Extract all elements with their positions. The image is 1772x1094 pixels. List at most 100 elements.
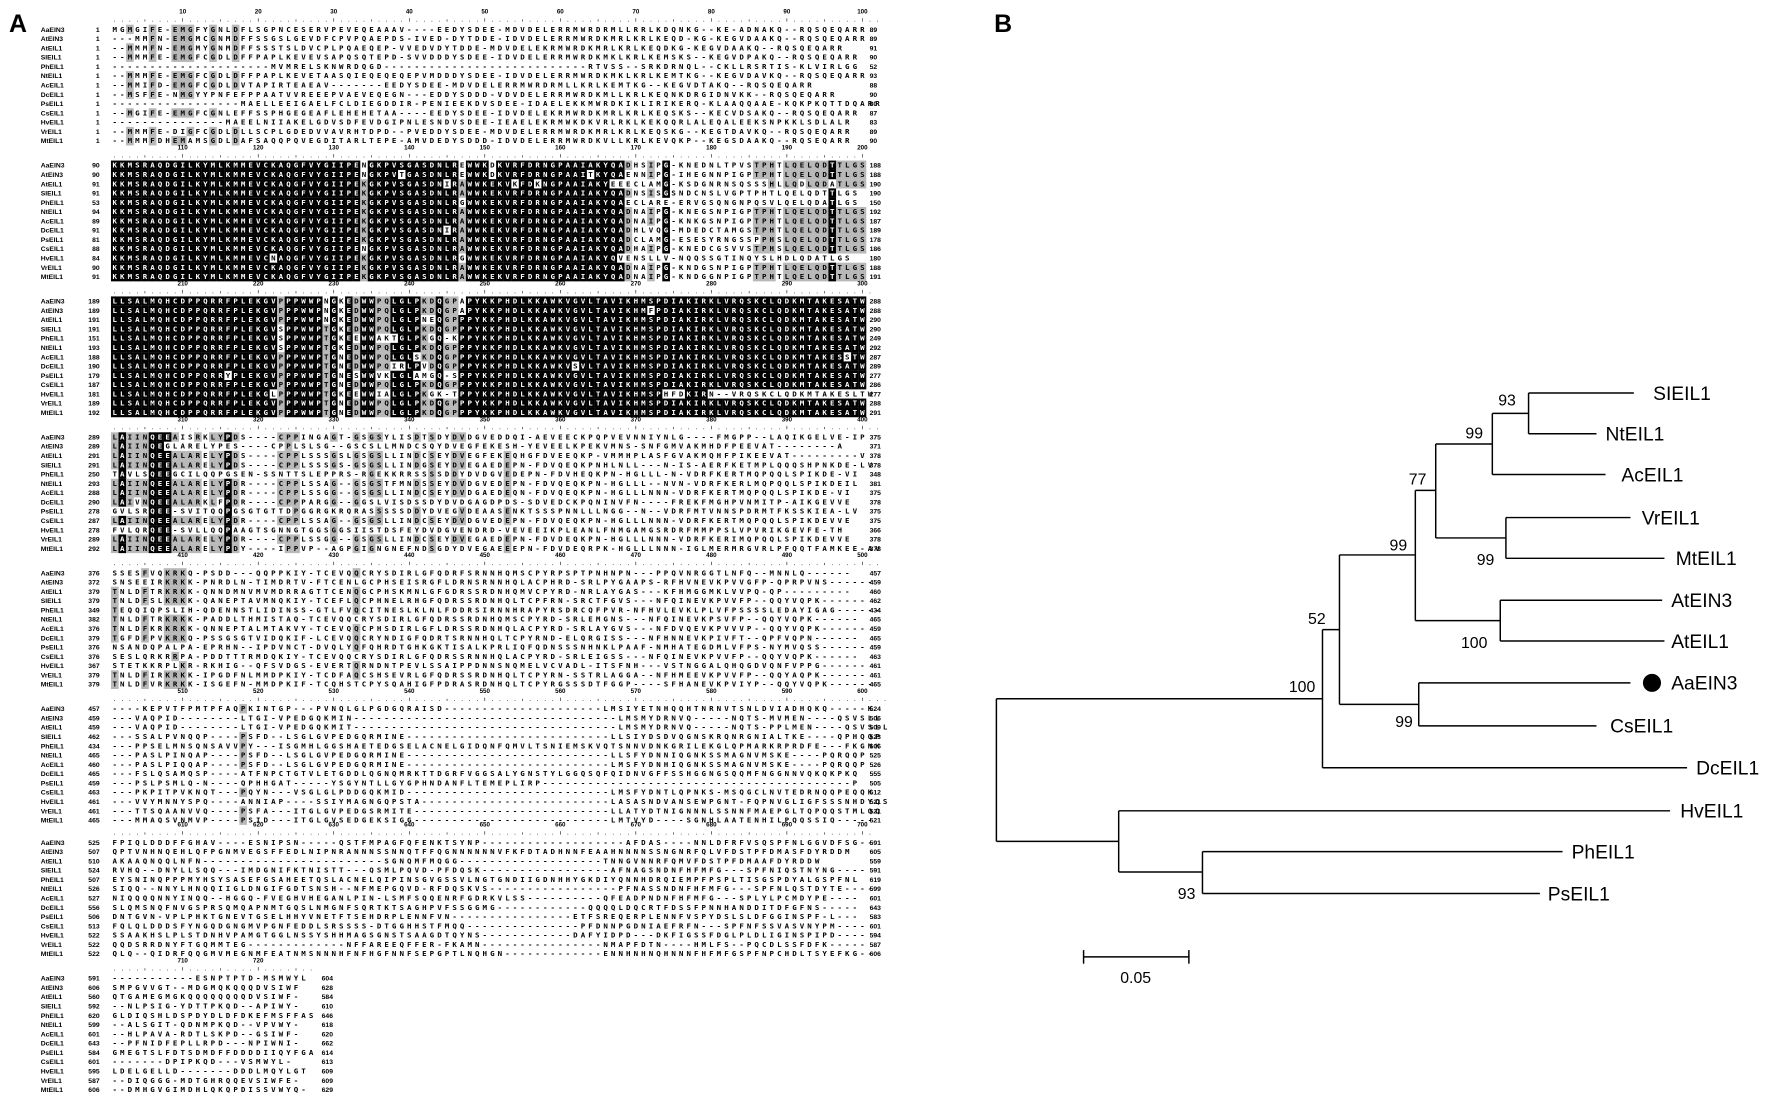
start-position: 620 [88,1013,100,1020]
sequence-name: PhEIL1 [41,607,64,614]
conserved-shade [186,52,195,62]
conserved-shade [133,179,142,189]
conserved-shade [186,169,195,180]
conserved-shade [564,179,572,189]
conserved-shade [465,169,474,180]
end-position: 150 [870,200,882,207]
conserved-shade [224,179,232,189]
conserved-shade [307,197,315,208]
conserved-shade [835,169,844,180]
conserved-shade [262,188,270,198]
conserved-shade [307,160,315,170]
conserved-shade [458,206,467,217]
start-position: 287 [88,518,100,525]
conserved-shade [110,179,119,189]
conserved-shade [148,52,157,62]
sequence-name: MtEIL1 [41,682,63,689]
conserved-shade [126,188,134,198]
conserved-shade [329,197,338,208]
start-position: 1 [96,27,100,34]
conserved-shade [201,188,210,198]
conserved-shade [367,169,376,180]
conserved-shade [609,197,618,208]
conserved-shade [277,197,285,208]
conserved-shade [526,188,535,198]
conserved-shade [186,216,195,226]
conserved-shade [556,197,565,208]
conserved-shade [329,160,338,170]
conserved-shade [262,206,270,217]
conserved-shade [284,206,293,217]
conserved-shade [601,188,610,198]
end-position: 609 [322,1078,334,1085]
conserved-shade [284,188,293,198]
conserved-shade [828,160,837,170]
conserved-shade [541,197,550,208]
panel-label: A [9,10,27,38]
ruler-label: 180 [706,145,717,152]
conserved-shade [579,160,587,170]
conserved-shade [397,160,406,170]
conserved-shade [571,160,580,170]
leaf-label: VrEIL1 [1642,508,1700,529]
conserved-shade [141,169,149,180]
ruler-label: 530 [329,688,340,695]
sequence-name: AaEIN3 [41,976,65,983]
conserved-shade [805,169,814,180]
end-position: 188 [870,163,882,170]
conserved-shade [231,33,240,44]
conserved-shade [609,206,618,217]
conserved-shade [224,188,232,198]
conserved-shade [148,136,157,146]
conserved-shade [201,216,210,226]
sequence-name: MtEIL1 [41,410,63,417]
conserved-shade [428,160,436,170]
sequence-name: PhEIL1 [41,743,64,750]
conserved-shade [133,160,142,170]
end-position: 459 [870,645,882,652]
end-position: 378 [870,499,882,506]
conserved-shade [579,197,587,208]
sequence-name: VrEIL1 [41,129,62,136]
conserved-shade [194,206,202,217]
conserved-shade [118,216,127,226]
sequence-name: AcEIL1 [41,626,64,633]
start-position: 372 [88,580,100,587]
conserved-shade [609,160,618,170]
conserved-shade [126,126,134,137]
sequence-name: AtEIN3 [41,849,63,856]
leaf-label: AtEIN3 [1671,591,1732,612]
end-position: 461 [870,672,882,679]
sequence-name: NtEIL1 [41,209,63,216]
end-position: 599 [870,886,882,893]
conserved-shade [209,216,217,226]
conserved-shade [126,52,134,62]
conserved-shade [178,43,187,53]
start-position: 349 [88,607,100,614]
conserved-shade [609,188,618,198]
end-position: 178 [870,237,882,244]
start-position: 379 [88,682,100,689]
conserved-shade [548,169,557,180]
conserved-shade [851,169,859,180]
conserved-shade [194,179,202,189]
conserved-shade [156,188,164,198]
conserved-shade [133,216,142,226]
sequence-name: AcEIL1 [41,895,64,902]
start-position: 584 [88,1050,100,1057]
conserved-shade [163,188,172,198]
conserved-shade [647,160,655,170]
conserved-shade [224,197,232,208]
conserved-shade [171,71,180,81]
conserved-shade [820,160,829,170]
conserved-shade [329,206,338,217]
start-position: 591 [88,976,100,983]
conserved-shade [616,188,625,198]
conserved-shade [126,169,134,180]
conserved-shade [148,33,157,44]
end-position: 291 [870,410,882,417]
end-position: 93 [870,73,878,80]
